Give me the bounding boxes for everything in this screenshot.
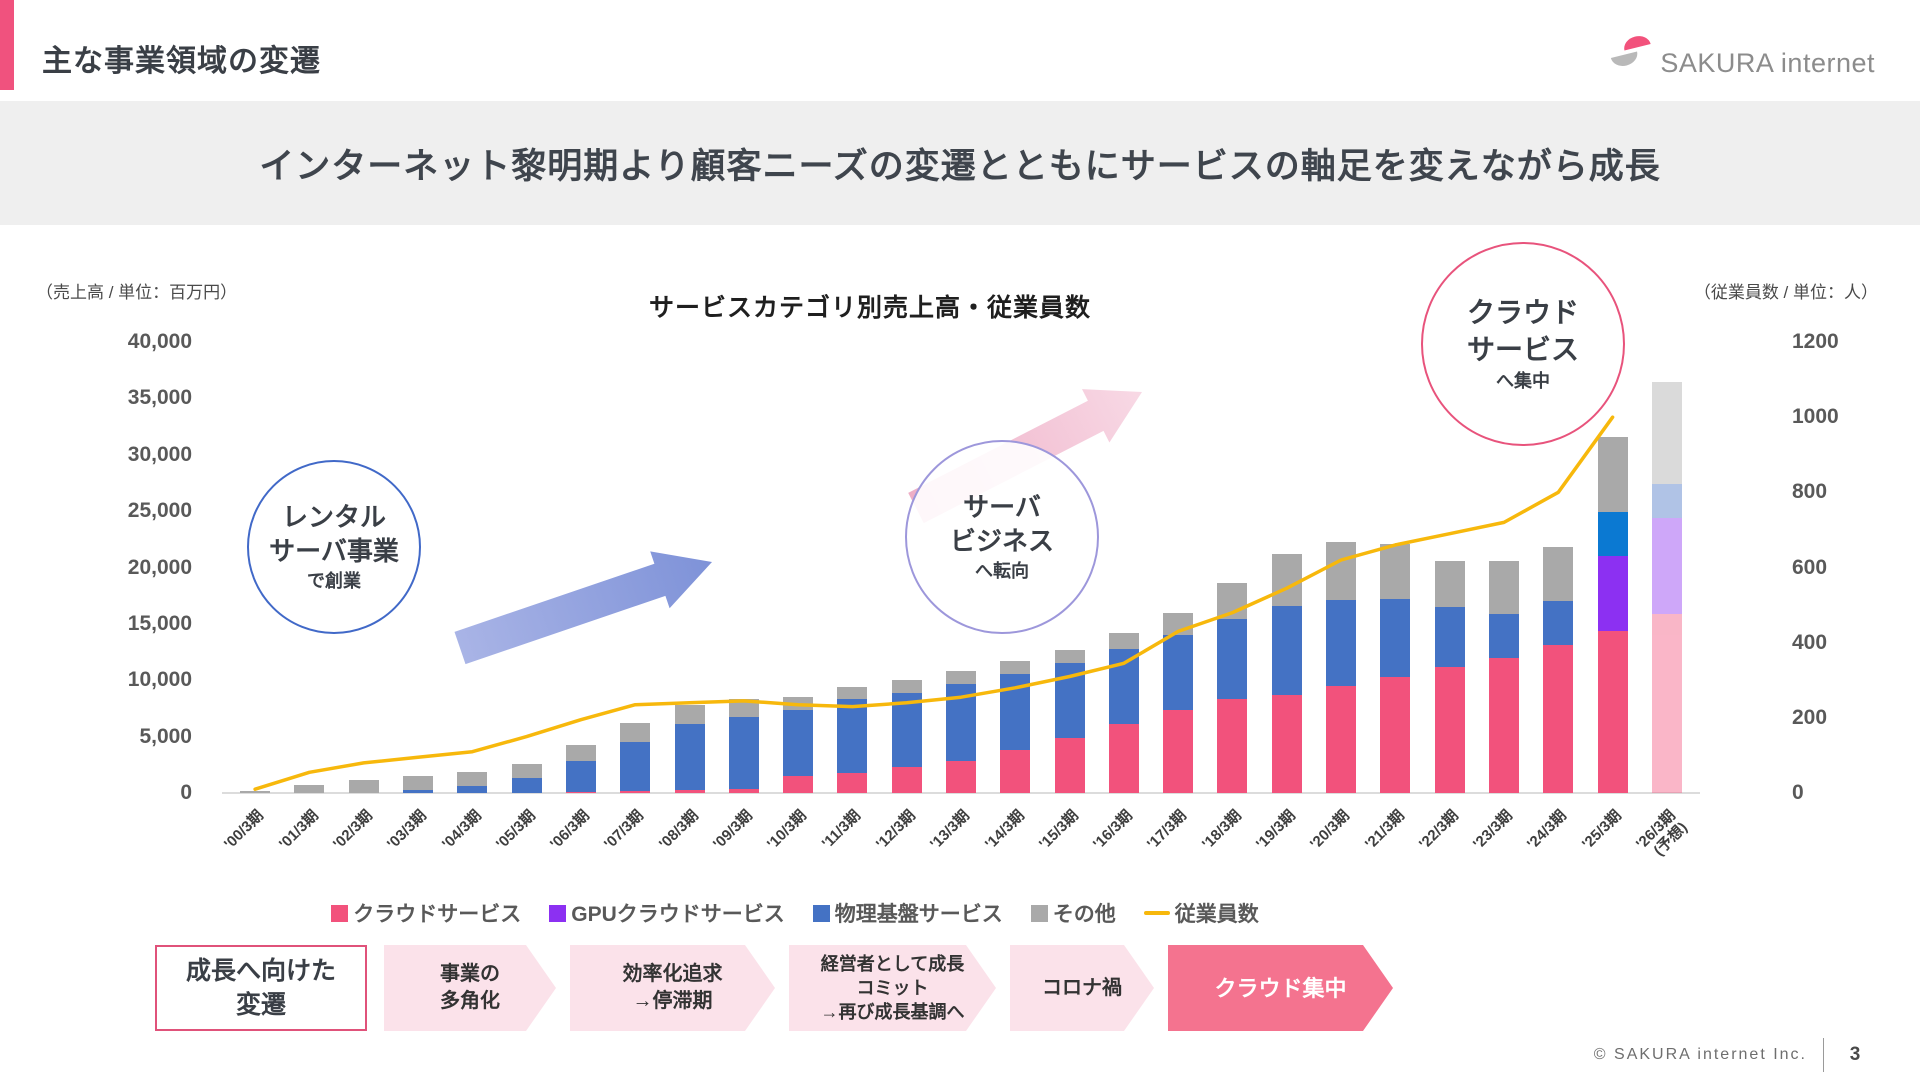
flow-step-4: コロナ禍	[1010, 945, 1154, 1031]
legend-line-swatch	[1143, 911, 1170, 915]
circle-subtext: で創業	[307, 571, 361, 591]
annotation-circle-0: レンタルサーバ事業で創業	[247, 460, 421, 634]
growth-transition-flow: 成長へ向けた 変遷 事業の 多角化 効率化追求 →停滞期 経営者として成長 コミット →再び成長…	[0, 945, 1920, 1031]
circle-text: クラウド	[1466, 297, 1579, 328]
flow-step-text: →停滞期	[632, 990, 713, 1012]
legend-square-swatch	[1030, 904, 1048, 922]
key-message-banner: インターネット黎明期より顧客ニーズの変遷とともにサービスの軸足を変えながら成長	[0, 101, 1920, 225]
flow-step-text: 変遷	[235, 991, 286, 1019]
segment-物理基盤サービス	[1651, 484, 1682, 518]
logo-text: SAKURA internet	[1660, 48, 1875, 78]
x-axis-line	[222, 792, 1700, 794]
right-tick: 600	[1792, 555, 1828, 579]
circle-text: レンタル	[281, 502, 386, 532]
segment-GPUクラウドサービス	[1651, 517, 1682, 614]
circle-text: ビジネス	[949, 526, 1054, 556]
flow-step-3: 経営者として成長 コミット →再び成長基調へ	[789, 945, 996, 1031]
legend-label: 従業員数	[1174, 903, 1259, 926]
flow-step-text: →再び成長基調へ	[820, 1002, 965, 1022]
bar-slot	[1640, 342, 1694, 793]
stacked-bar-'26/3期	[1651, 381, 1682, 793]
chart-title: サービスカテゴリ別売上高・従業員数	[648, 294, 1091, 322]
segment-その他	[1651, 381, 1682, 485]
left-tick: 0	[180, 781, 192, 804]
flow-step-text: 経営者として成長	[820, 954, 965, 974]
flow-step-text: クラウド集中	[1214, 975, 1347, 1001]
right-tick: 200	[1792, 705, 1828, 729]
flow-step-text: 成長へ向けた	[185, 957, 336, 985]
segment-その他	[240, 791, 271, 793]
circle-text: サーバ事業	[269, 536, 399, 566]
page-number: 3	[1849, 1044, 1861, 1065]
annotation-circle-2: クラウドサービスへ集中	[1421, 242, 1625, 446]
blue-arrow	[454, 551, 712, 665]
circle-subtext: へ転向	[975, 561, 1029, 581]
legend-item-GPUクラウドサービス: GPUクラウドサービス	[549, 898, 785, 928]
segment-物理基盤サービス	[403, 789, 434, 793]
sakura-logo-icon	[1608, 30, 1654, 79]
legend-square-swatch	[549, 904, 567, 922]
circle-text: サーバ	[963, 492, 1041, 522]
stacked-bar-'00/3期	[240, 791, 271, 793]
flow-step-text: コロナ禍	[1042, 976, 1122, 999]
flow-step-text: 事業の	[440, 963, 500, 985]
legend-square-swatch	[812, 904, 830, 922]
legend-label: クラウドサービス	[353, 903, 522, 926]
chart-legend: クラウドサービス GPUクラウドサービス 物理基盤サービス その他 従業員数	[160, 898, 1430, 928]
footer: © SAKURA internet Inc. 3	[1594, 1038, 1870, 1072]
left-tick: 5,000	[139, 724, 192, 748]
title-accent-bar	[0, 0, 14, 90]
right-tick: 400	[1792, 630, 1828, 654]
left-tick: 30,000	[127, 442, 192, 466]
left-tick: 35,000	[127, 386, 192, 410]
footer-divider	[1823, 1038, 1824, 1072]
right-axis-unit: （従業員数 / 単位：人）	[1693, 283, 1878, 302]
circle-subtext: へ集中	[1496, 371, 1550, 391]
legend-label: その他	[1052, 903, 1116, 926]
legend-item-クラウドサービス: クラウドサービス	[331, 898, 521, 928]
legend-item-従業員数: 従業員数	[1143, 898, 1259, 928]
left-tick: 40,000	[127, 330, 192, 353]
segment-クラウドサービス	[674, 789, 705, 793]
legend-item-その他: その他	[1030, 898, 1116, 928]
legend-label: GPUクラウドサービス	[571, 903, 785, 926]
flow-step-text: 効率化追求	[622, 963, 723, 985]
copyright-text: © SAKURA internet Inc.	[1593, 1046, 1807, 1063]
flow-step-2: 効率化追求 →停滞期	[570, 945, 775, 1031]
left-tick: 10,000	[127, 668, 192, 692]
left-tick: 15,000	[127, 611, 192, 635]
legend-square-swatch	[331, 904, 349, 922]
circle-text: サービス	[1466, 334, 1579, 365]
segment-クラウドサービス	[620, 790, 651, 793]
right-tick: 1200	[1792, 330, 1839, 353]
right-tick: 1000	[1792, 405, 1839, 429]
sakura-internet-logo: SAKURA internet	[1608, 30, 1875, 79]
legend-label: 物理基盤サービス	[834, 903, 1003, 926]
left-tick: 25,000	[127, 499, 192, 523]
legend-item-物理基盤サービス: 物理基盤サービス	[812, 898, 1003, 928]
flow-step-text: 多角化	[440, 990, 500, 1012]
left-axis-unit: （売上高 / 単位：百万円）	[36, 283, 238, 302]
flow-step-text: コミット	[856, 978, 929, 998]
right-tick: 800	[1792, 480, 1828, 504]
page-title: 主な事業領域の変遷	[42, 45, 321, 78]
flow-step-5: クラウド集中	[1168, 945, 1393, 1031]
annotation-circle-1: サーバビジネスへ転向	[905, 440, 1099, 634]
right-tick: 0	[1792, 781, 1804, 804]
key-message: インターネット黎明期より顧客ニーズの変遷とともにサービスの軸足を変えながら成長	[259, 146, 1661, 186]
flow-step-0: 成長へ向けた 変遷	[155, 945, 367, 1031]
segment-クラウドサービス	[565, 791, 596, 793]
segment-クラウドサービス	[1651, 613, 1682, 793]
bar-slot	[228, 342, 282, 793]
flow-step-1: 事業の 多角化	[384, 945, 556, 1031]
left-tick: 20,000	[127, 555, 192, 579]
